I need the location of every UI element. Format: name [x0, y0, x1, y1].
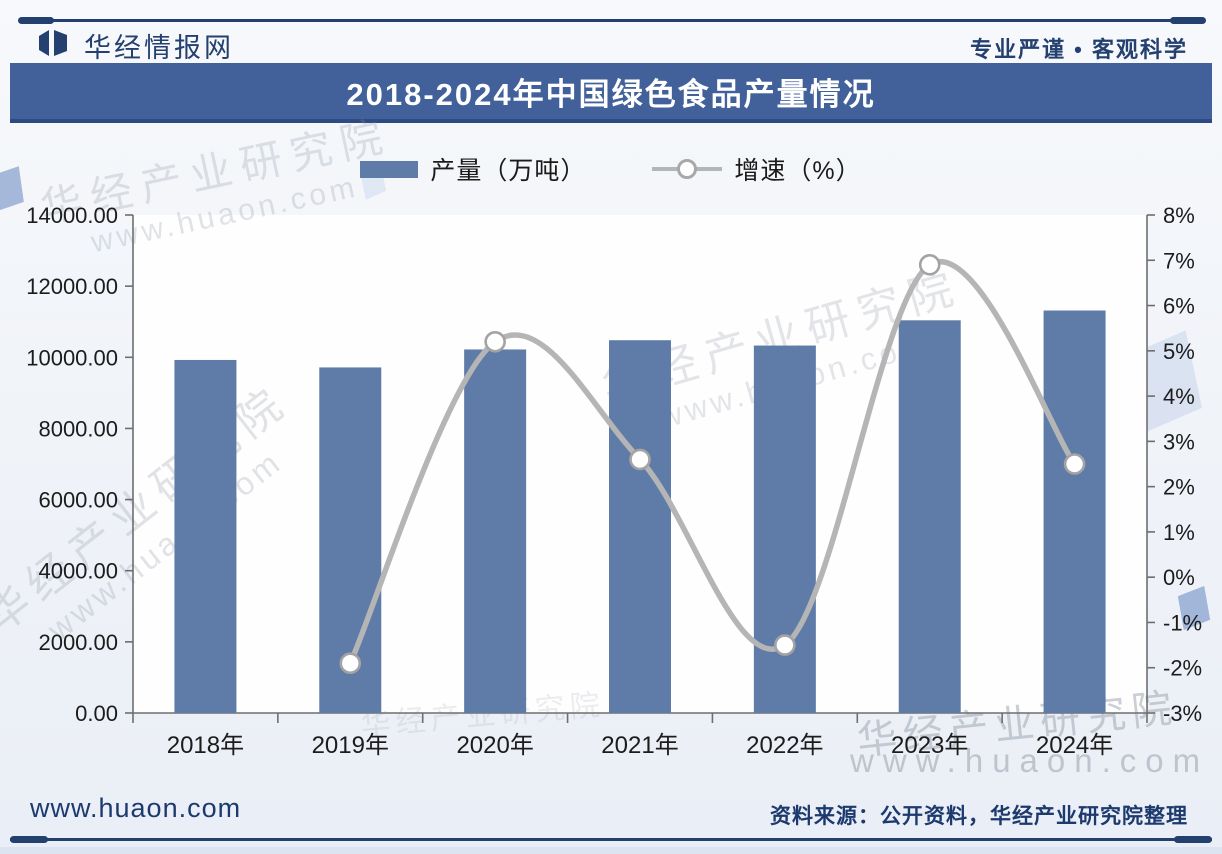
- footer-source-note: 资料来源：公开资料，华经产业研究院整理: [770, 805, 1188, 828]
- brand-name: 华经情报网: [84, 33, 234, 63]
- top-divider-left-cap: [18, 17, 54, 24]
- growth-line: [347, 259, 1078, 666]
- bar-2024年: [1043, 310, 1106, 713]
- brand-logo-icon: [36, 27, 70, 64]
- growth-marker-2021年: [629, 448, 651, 471]
- x-axis-category-label: 2019年: [312, 732, 389, 759]
- bar-2022年: [753, 345, 816, 713]
- right-axis-tick-label: -2%: [1163, 656, 1202, 681]
- growth-marker-2019年: [339, 652, 362, 675]
- bar-2023年: [898, 320, 961, 713]
- growth-marker-2022年: [774, 634, 796, 656]
- legend-line-swatch-icon: [652, 159, 723, 179]
- legend-label: 增速（%）: [734, 157, 862, 185]
- right-axis-tick-label: 3%: [1163, 429, 1195, 454]
- bar-2018年: [174, 359, 237, 713]
- legend-item-production: 产量（万吨）: [360, 151, 586, 187]
- growth-marker-2024年: [1063, 453, 1086, 475]
- footer-website: www.huaon.com: [30, 793, 242, 823]
- x-axis-category-label: 2021年: [601, 732, 678, 759]
- x-axis-category-label: 2018年: [167, 732, 244, 759]
- bar-2021年: [609, 340, 671, 713]
- right-axis-tick-label: 1%: [1163, 520, 1195, 545]
- right-axis-tick-label: 2%: [1163, 475, 1195, 500]
- right-axis-tick-label: 7%: [1163, 248, 1195, 273]
- right-axis-tick-label: 5%: [1163, 339, 1195, 364]
- legend-bar-swatch-icon: [360, 160, 419, 178]
- x-axis-category-label: 2023年: [891, 732, 968, 759]
- header-slogan: 专业严谨 • 客观科学: [970, 37, 1188, 62]
- left-axis-tick-label: 14000.00: [26, 203, 118, 228]
- right-axis-tick-label: 8%: [1163, 203, 1195, 228]
- footer-divider-left-cap: [10, 836, 48, 843]
- x-axis-category-label: 2022年: [746, 732, 823, 759]
- chart-title: 2018-2024年中国绿色食品产量情况: [346, 76, 876, 112]
- brand: 华经情报网: [36, 26, 234, 65]
- top-divider: [18, 17, 1206, 24]
- legend-item-growth: 增速（%）: [652, 151, 861, 187]
- right-axis-tick-label: 6%: [1163, 294, 1195, 319]
- title-bar: 2018-2024年中国绿色食品产量情况: [10, 63, 1212, 123]
- left-axis-tick-label: 2000.00: [38, 630, 118, 655]
- left-axis-tick-label: 8000.00: [38, 416, 118, 441]
- x-axis-category-label: 2020年: [456, 732, 533, 759]
- right-axis-tick-label: -3%: [1163, 701, 1202, 726]
- top-divider-right-cap: [1170, 17, 1206, 24]
- growth-marker-2023年: [918, 253, 941, 276]
- right-axis-tick-label: 4%: [1163, 384, 1195, 409]
- bottom-edge-strip: [0, 847, 1222, 854]
- legend-label: 产量（万吨）: [430, 157, 587, 185]
- right-axis-tick-label: 0%: [1163, 565, 1195, 590]
- left-axis-tick-label: 12000.00: [26, 274, 118, 299]
- left-axis-tick-label: 6000.00: [38, 488, 118, 513]
- growth-marker-2020年: [484, 330, 506, 353]
- footer-divider: [10, 836, 1212, 843]
- left-axis-tick-label: 10000.00: [26, 345, 118, 370]
- right-axis-tick-label: -1%: [1163, 610, 1202, 635]
- chart-legend: 产量（万吨） 增速（%）: [0, 150, 1222, 188]
- x-axis-category-label: 2024年: [1036, 732, 1113, 759]
- footer-divider-right-cap: [1174, 836, 1212, 843]
- bar-2020年: [464, 349, 527, 713]
- left-axis-tick-label: 0.00: [75, 701, 118, 726]
- left-axis-tick-label: 4000.00: [38, 559, 118, 584]
